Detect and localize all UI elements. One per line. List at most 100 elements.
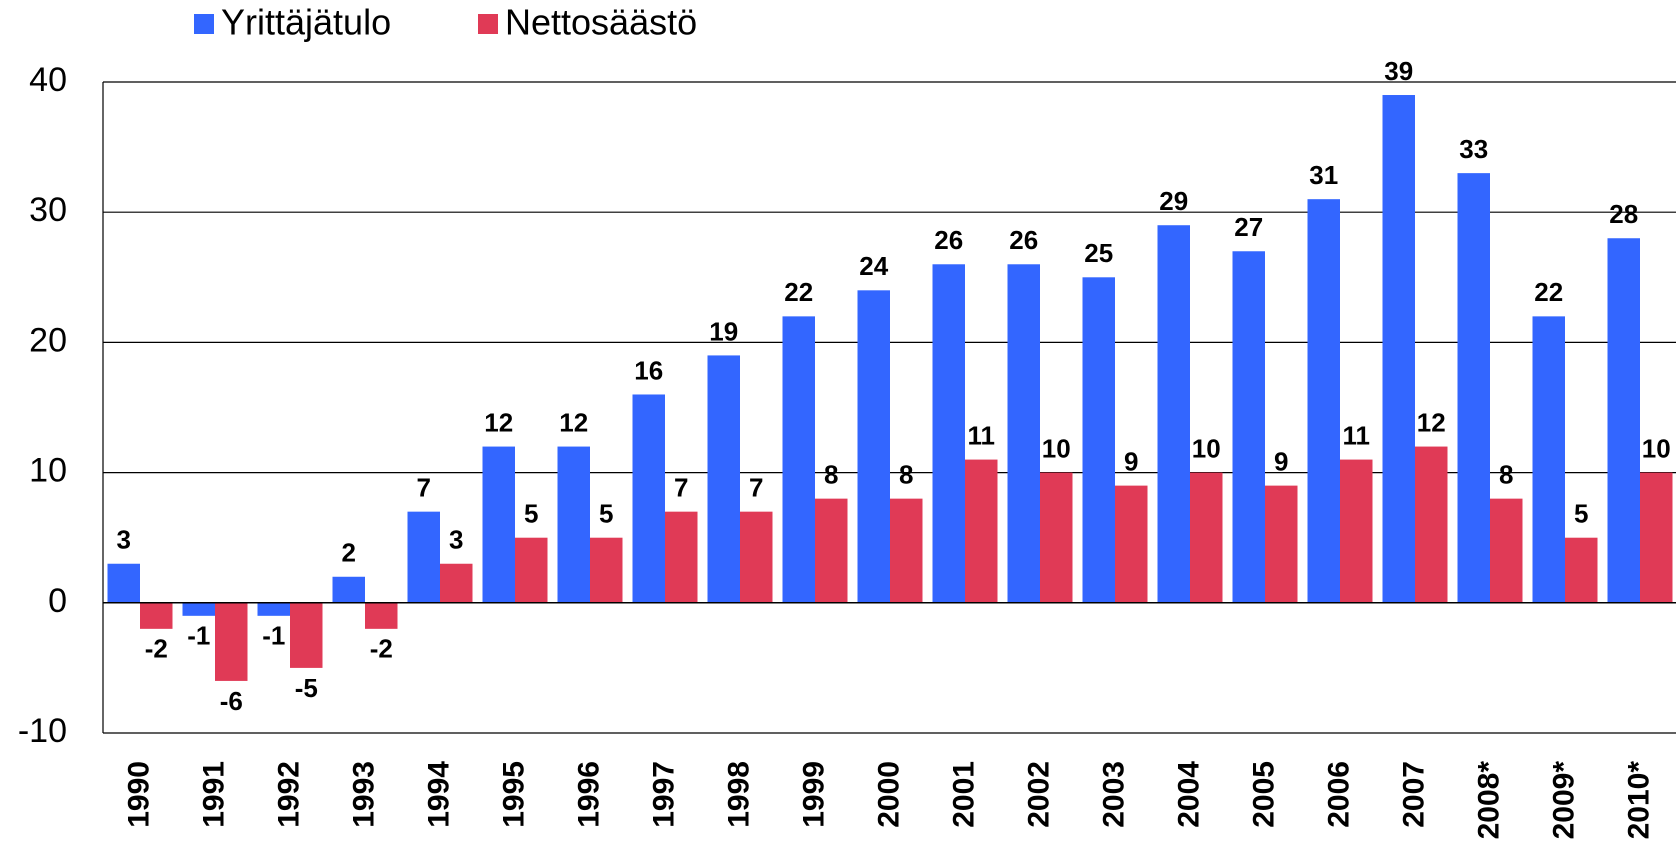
data-label: 25 xyxy=(1084,238,1113,268)
data-label: 16 xyxy=(634,355,663,385)
y-tick-label: 30 xyxy=(29,191,67,229)
x-tick-label: 1990 xyxy=(122,761,155,828)
data-label: 3 xyxy=(449,525,463,555)
data-label: 5 xyxy=(524,499,538,529)
bar xyxy=(665,511,698,603)
bar xyxy=(707,355,740,603)
bar xyxy=(1415,446,1448,603)
bar xyxy=(857,290,890,603)
bar xyxy=(515,537,548,603)
data-label: 9 xyxy=(1124,446,1138,476)
data-label: 3 xyxy=(117,525,131,555)
bar xyxy=(1607,238,1640,603)
bar xyxy=(1157,225,1190,603)
bar xyxy=(1490,498,1523,603)
bar xyxy=(1457,173,1490,603)
bar xyxy=(107,563,140,603)
data-label: 19 xyxy=(709,316,738,346)
x-tick-label: 1991 xyxy=(197,761,230,828)
data-label: 29 xyxy=(1159,186,1188,216)
data-label: 12 xyxy=(559,407,588,437)
bar xyxy=(1565,537,1598,603)
data-label: -2 xyxy=(145,634,168,664)
data-label: 12 xyxy=(484,407,513,437)
x-tick-label: 1992 xyxy=(272,761,305,828)
data-label: 26 xyxy=(934,225,963,255)
bar xyxy=(440,563,473,603)
x-tick-label: 1995 xyxy=(497,761,530,828)
bar xyxy=(782,316,815,603)
data-label: -1 xyxy=(262,621,285,651)
data-label: 27 xyxy=(1234,212,1263,242)
bar xyxy=(407,511,440,603)
data-label: 11 xyxy=(1343,420,1371,450)
bar xyxy=(140,602,173,629)
data-label: 22 xyxy=(1534,277,1563,307)
bar xyxy=(590,537,623,603)
bar xyxy=(965,459,998,603)
bar xyxy=(182,602,215,616)
data-label: 5 xyxy=(1574,499,1588,529)
bar xyxy=(1307,199,1340,603)
bar xyxy=(1640,472,1673,603)
x-tick-label: 1998 xyxy=(722,761,755,828)
y-tick-label: 20 xyxy=(29,321,67,359)
x-tick-label: 2002 xyxy=(1022,761,1055,828)
x-tick-label: 2009* xyxy=(1547,761,1580,840)
y-tick-label: -10 xyxy=(18,712,67,750)
data-label: 28 xyxy=(1609,199,1638,229)
legend-swatch xyxy=(194,14,214,34)
data-label: -1 xyxy=(187,621,210,651)
x-tick-label: 2006 xyxy=(1322,761,1355,828)
bar xyxy=(1115,485,1148,603)
data-label: -6 xyxy=(220,686,243,716)
bar xyxy=(1340,459,1373,603)
data-label: 12 xyxy=(1417,407,1446,437)
data-label: 7 xyxy=(674,473,688,503)
data-label: 10 xyxy=(1192,433,1221,463)
bar xyxy=(1082,277,1115,603)
x-tick-label: 1999 xyxy=(797,761,830,828)
bar xyxy=(365,602,398,629)
data-label: 7 xyxy=(749,473,763,503)
bar xyxy=(215,602,248,681)
data-label: 5 xyxy=(599,499,613,529)
bar xyxy=(332,576,365,603)
data-label: -2 xyxy=(370,634,393,664)
bar xyxy=(557,446,590,603)
bar xyxy=(257,602,290,616)
bar xyxy=(1265,485,1298,603)
data-label: 31 xyxy=(1309,160,1338,190)
bar xyxy=(890,498,923,603)
data-label: 11 xyxy=(968,420,996,450)
bar xyxy=(632,394,665,603)
y-tick-label: 40 xyxy=(29,61,67,99)
data-label: 7 xyxy=(417,473,431,503)
bar xyxy=(1532,316,1565,603)
data-label: 33 xyxy=(1459,134,1488,164)
bar xyxy=(815,498,848,603)
data-label: 10 xyxy=(1042,433,1071,463)
bar xyxy=(1232,251,1265,603)
data-label: -5 xyxy=(295,673,318,703)
x-tick-label: 2001 xyxy=(947,761,980,828)
x-tick-label: 2008* xyxy=(1472,761,1505,840)
x-tick-label: 1993 xyxy=(347,761,380,828)
x-tick-label: 2010* xyxy=(1622,761,1655,840)
legend-label: Nettosäästö xyxy=(505,2,697,43)
x-tick-label: 1996 xyxy=(572,761,605,828)
bar xyxy=(1007,264,1040,603)
x-tick-label: 2005 xyxy=(1247,761,1280,828)
bar xyxy=(290,602,323,668)
data-label: 22 xyxy=(784,277,813,307)
data-label: 9 xyxy=(1274,446,1288,476)
x-tick-label: 2007 xyxy=(1397,761,1430,828)
bar xyxy=(1382,95,1415,603)
y-tick-label: 0 xyxy=(48,582,67,620)
data-label: 39 xyxy=(1384,56,1413,86)
x-tick-label: 2004 xyxy=(1172,761,1205,828)
bar xyxy=(1190,472,1223,603)
data-label: 24 xyxy=(859,251,888,281)
x-tick-label: 2000 xyxy=(872,761,905,828)
x-tick-label: 1997 xyxy=(647,761,680,828)
